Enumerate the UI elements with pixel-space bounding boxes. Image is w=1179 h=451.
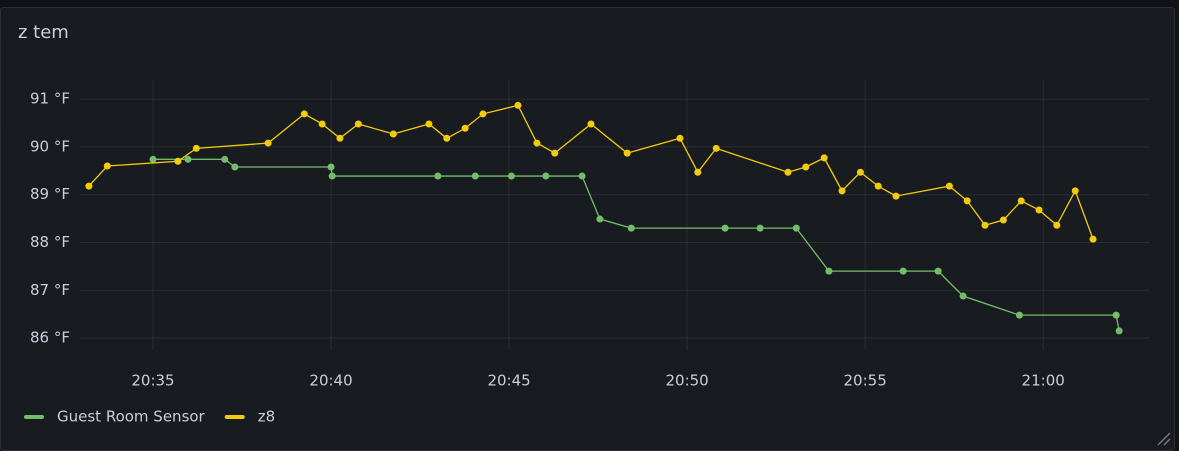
data-point xyxy=(542,172,550,180)
data-point xyxy=(318,120,326,128)
data-point xyxy=(892,192,900,200)
data-point xyxy=(327,163,335,171)
x-tick-label: 20:40 xyxy=(309,372,352,390)
legend-label: z8 xyxy=(258,408,275,426)
panel-title: z tem xyxy=(18,22,69,43)
data-point xyxy=(721,224,729,232)
resize-handle[interactable] xyxy=(1157,432,1171,446)
data-point xyxy=(328,172,336,180)
data-point xyxy=(712,144,720,152)
data-point xyxy=(874,182,882,190)
data-point xyxy=(389,130,397,138)
data-point xyxy=(1071,187,1079,195)
data-point xyxy=(820,154,828,162)
data-point xyxy=(627,224,635,232)
y-tick-label: 89 °F xyxy=(30,185,70,203)
x-tick-label: 20:55 xyxy=(844,372,887,390)
y-tick-label: 87 °F xyxy=(30,281,70,299)
y-tick-label: 88 °F xyxy=(30,233,70,251)
data-point xyxy=(425,120,433,128)
data-point xyxy=(792,224,800,232)
data-point xyxy=(825,267,833,275)
data-point xyxy=(192,144,200,152)
data-point xyxy=(551,149,559,157)
legend-swatch xyxy=(24,415,44,419)
data-point xyxy=(596,215,604,223)
y-tick-label: 91 °F xyxy=(30,90,70,108)
data-point xyxy=(103,162,111,170)
data-point xyxy=(514,101,522,109)
data-point xyxy=(945,182,953,190)
data-point xyxy=(174,157,182,165)
x-tick-label: 20:35 xyxy=(131,372,174,390)
data-point xyxy=(1053,221,1061,229)
data-point xyxy=(856,168,864,176)
data-point xyxy=(963,197,971,205)
data-point xyxy=(85,182,93,190)
data-point xyxy=(1035,206,1043,214)
data-point xyxy=(471,172,479,180)
legend-label: Guest Room Sensor xyxy=(57,408,206,426)
series-line xyxy=(88,104,1094,240)
data-point xyxy=(354,120,362,128)
data-point xyxy=(1015,311,1023,319)
data-point xyxy=(959,292,967,300)
data-point xyxy=(149,155,157,163)
data-point xyxy=(578,172,586,180)
data-point xyxy=(802,163,810,171)
data-point xyxy=(1017,197,1025,205)
data-point xyxy=(184,155,192,163)
panel-frame xyxy=(0,7,1175,451)
data-point xyxy=(1089,235,1097,243)
data-point xyxy=(221,155,229,163)
data-point xyxy=(838,187,846,195)
data-point xyxy=(231,163,239,171)
data-point xyxy=(533,139,541,147)
data-point xyxy=(507,172,515,180)
data-point xyxy=(784,168,792,176)
data-point xyxy=(623,149,631,157)
x-tick-label: 20:50 xyxy=(665,372,708,390)
data-point xyxy=(676,134,684,142)
data-point xyxy=(434,172,442,180)
y-tick-label: 86 °F xyxy=(30,329,70,347)
data-point xyxy=(934,267,942,275)
x-tick-label: 20:45 xyxy=(487,372,530,390)
data-point xyxy=(694,168,702,176)
data-point xyxy=(1115,327,1123,335)
data-point xyxy=(461,124,469,132)
data-point xyxy=(587,120,595,128)
data-point xyxy=(756,224,764,232)
data-point xyxy=(300,110,308,118)
data-point xyxy=(981,221,989,229)
legend-swatch xyxy=(224,415,245,419)
y-tick-label: 90 °F xyxy=(30,137,70,155)
x-tick-label: 21:00 xyxy=(1022,372,1065,390)
data-point xyxy=(999,216,1007,224)
data-point xyxy=(479,110,487,118)
data-point xyxy=(336,134,344,142)
data-point xyxy=(443,134,451,142)
data-point xyxy=(899,267,907,275)
data-point xyxy=(1112,311,1120,319)
data-point xyxy=(264,139,272,147)
